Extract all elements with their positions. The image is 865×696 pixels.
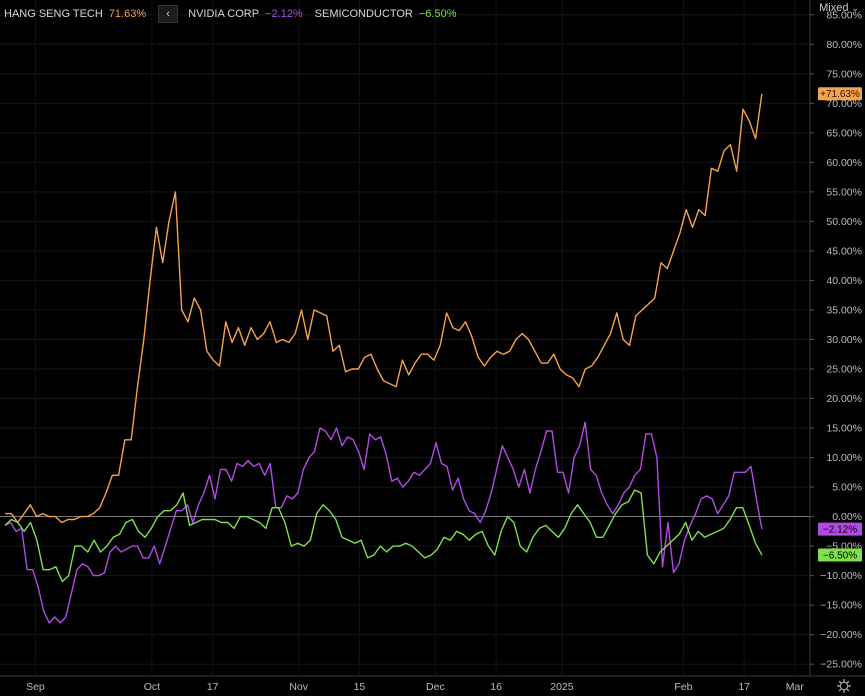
y-tick-label: −10.00% [820,570,862,582]
legend-name-hang-seng-tech: HANG SENG TECH [4,8,103,20]
legend-name-nvidia-corp: NVIDIA CORP [188,8,260,20]
x-tick-label: 17 [207,681,219,693]
y-tick-label: 40.00% [826,275,862,287]
series-line-nvidia-corp[interactable] [4,421,763,624]
price-axis[interactable] [810,0,865,676]
series-lines [4,93,763,624]
x-tick-label: 15 [354,681,366,693]
gear-icon[interactable] [837,679,851,693]
y-tick-label: 60.00% [826,157,862,169]
y-tick-label: 80.00% [826,39,862,51]
series-line-hang-seng-tech[interactable] [5,93,763,524]
chevron-left-icon[interactable]: ‹ [158,5,179,23]
x-tick-label: Sep [26,681,45,693]
x-tick-label: Mar [786,681,805,693]
y-tick-label: 0.00% [832,511,862,523]
y-tick-label: 35.00% [826,304,862,316]
x-tick-label: Feb [674,681,692,693]
y-tick-label: 5.00% [832,482,862,494]
y-tick-label: 75.00% [826,68,862,80]
legend-value-hang-seng-tech: 71.63% [108,8,147,20]
flag-label: −6.50% [823,550,857,561]
flag-background [818,522,862,536]
series-line-semiconductor[interactable] [4,489,763,583]
flag-label: +71.63% [820,89,860,100]
x-tick-label: Oct [144,681,160,693]
chevron-down-icon: ⌄ [851,3,859,13]
x-tick-label: Nov [289,681,308,693]
y-tick-label: 30.00% [826,334,862,346]
y-tick-label: 25.00% [826,363,862,375]
y-tick-label: −25.00% [820,659,862,671]
scale-mode-button[interactable]: Mixed ⌄ [819,2,859,14]
legend-name-semiconductor: SEMICONDUCTOR [314,8,413,20]
x-tick-label: 16 [490,681,502,693]
y-tick-label: 85.00% [826,9,862,21]
legend-value-semiconductor: −6.50% [418,8,457,20]
x-tick-label: Dec [426,681,445,693]
flag-background [818,548,862,562]
last-value-flag-semiconductor: −6.50% [818,548,862,562]
last-value-flags: +71.63% −2.12% −6.50% [818,87,862,562]
y-tick-label: −20.00% [820,629,862,641]
y-tick-label: 45.00% [826,245,862,257]
y-tick-label: 15.00% [826,423,862,435]
last-value-flag-hang-seng-tech: +71.63% [818,87,862,101]
y-tick-label: 65.00% [826,127,862,139]
y-tick-label: 50.00% [826,216,862,228]
x-tick-label: 17 [738,681,750,693]
y-tick-label: −15.00% [820,600,862,612]
y-axis-labels: 85.00% 80.00% 75.00% 70.00% 65.00% 60.00% 55.0… [810,9,862,671]
y-tick-label: 70.00% [826,98,862,110]
legend-value-nvidia-corp: −2.12% [265,8,303,20]
chart-grid [0,0,810,676]
flag-label: −2.12% [823,525,857,536]
y-tick-label: 10.00% [826,452,862,464]
y-tick-label: 55.00% [826,186,862,198]
last-value-flag-nvidia-corp: −2.12% [818,522,862,536]
chart-legend: HANG SENG TECH 71.63% ‹ NVIDIA CORP −2.1… [4,5,462,23]
scale-mode-label: Mixed [819,2,849,14]
flag-background [818,87,862,101]
x-tick-label: 2025 [550,681,574,693]
y-tick-label: 20.00% [826,393,862,405]
x-axis-labels: Sep Oct 17 Nov 15 Dec 16 2025 Feb 17 Mar [26,681,804,693]
